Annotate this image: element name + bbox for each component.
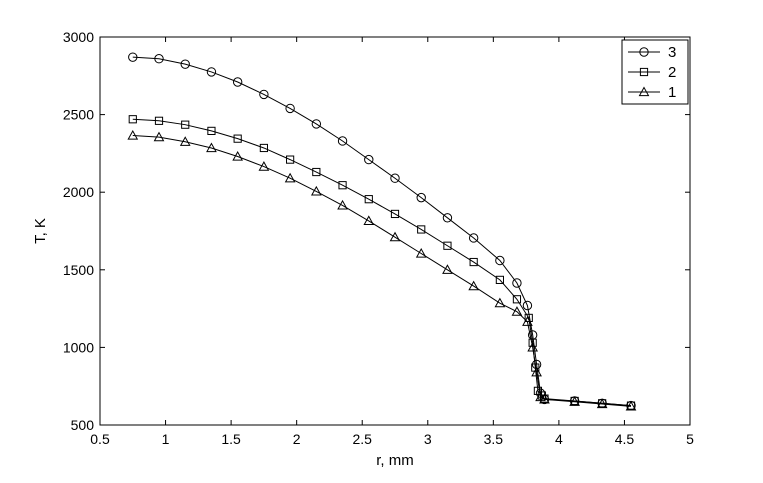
data-point-3: [206, 67, 217, 77]
plot-area: [99, 36, 691, 426]
data-point-1: [415, 247, 427, 258]
legend-entry-1: 1: [628, 84, 676, 101]
data-point-3: [259, 89, 269, 100]
series-layer: [127, 52, 637, 411]
data-point-3: [311, 119, 322, 129]
series-1: [127, 130, 637, 411]
data-point-1: [442, 264, 453, 274]
data-point-1: [625, 400, 637, 411]
x-tick-label: 2: [293, 431, 301, 447]
x-tick-label: 2.5: [352, 431, 372, 447]
data-point-2: [512, 295, 522, 304]
data-point-2: [207, 126, 216, 135]
x-tick-label: 1.5: [221, 431, 241, 447]
data-point-2: [390, 209, 400, 219]
data-point-2: [312, 167, 321, 177]
data-point-3: [468, 233, 479, 243]
y-tick-label: 1500: [63, 262, 94, 278]
data-point-2: [181, 120, 190, 129]
data-point-2: [364, 195, 373, 204]
data-point-1: [206, 142, 217, 153]
data-point-1: [569, 396, 580, 406]
x-tick-label: 4: [555, 431, 563, 447]
data-point-1: [127, 130, 139, 140]
data-point-1: [179, 136, 191, 146]
y-tick-label: 3000: [63, 29, 94, 45]
data-point-2: [443, 241, 452, 250]
data-point-1: [535, 391, 546, 402]
data-point-3: [495, 255, 505, 266]
data-point-2: [524, 313, 533, 323]
data-point-2: [338, 181, 347, 190]
data-point-1: [596, 398, 608, 409]
x-tick-label: 3: [424, 431, 432, 447]
legend-entry-2: 2: [628, 64, 676, 81]
data-point-3: [522, 300, 533, 311]
data-point-2: [417, 225, 426, 234]
legend-marker-triangle: [638, 86, 650, 97]
data-point-1: [494, 297, 506, 308]
data-point-1: [232, 150, 244, 161]
legend-entry-3: 3: [628, 44, 676, 61]
data-point-2: [128, 115, 137, 124]
legend-marker-circle: [639, 47, 649, 57]
axes-layer: 0.5 1 1.5 2 2.5 3 3.5 4 4.5 5 500 1000 1500 2000 2500 3…: [63, 29, 694, 447]
series-line-1: [132, 135, 632, 407]
x-tick-label: 4.5: [615, 431, 635, 447]
data-point-2: [154, 116, 164, 125]
data-point-1: [531, 366, 542, 377]
data-point-1: [522, 316, 533, 326]
data-point-1: [284, 172, 296, 183]
legend: 3 2 1: [621, 39, 689, 105]
data-point-3: [128, 52, 138, 62]
data-point-3: [285, 103, 295, 114]
data-point-1: [258, 161, 270, 171]
data-point-3: [364, 154, 374, 165]
x-tick-label: 5: [686, 431, 694, 447]
y-tick-label: 1000: [63, 339, 94, 355]
data-point-2: [469, 257, 478, 267]
data-point-1: [310, 185, 322, 196]
data-point-3: [390, 173, 400, 183]
y-tick-label: 500: [71, 417, 95, 433]
data-point-3: [232, 77, 243, 87]
data-point-3: [180, 59, 190, 69]
y-tick-label: 2500: [63, 107, 94, 123]
data-point-2: [286, 155, 295, 164]
data-point-3: [512, 278, 522, 288]
legend-label: 2: [668, 64, 676, 81]
data-point-3: [337, 136, 348, 146]
legend-label: 3: [668, 44, 676, 61]
data-point-2: [259, 143, 268, 153]
data-point-2: [495, 275, 504, 284]
data-point-3: [416, 192, 426, 203]
plot-frame: [99, 36, 691, 426]
x-tick-label: 0.5: [90, 431, 110, 447]
data-point-1: [539, 393, 550, 404]
y-tick-label: 2000: [63, 184, 94, 200]
legend-label: 1: [668, 84, 676, 101]
x-axis-label: r, mm: [376, 452, 414, 469]
data-point-1: [389, 231, 401, 242]
x-tick-label: 1: [162, 431, 170, 447]
x-tick-label: 3.5: [484, 431, 504, 447]
data-point-3: [442, 213, 453, 223]
data-point-1: [153, 131, 165, 142]
data-point-1: [363, 215, 375, 226]
data-point-1: [527, 341, 539, 352]
data-point-1: [511, 306, 523, 316]
data-point-3: [154, 54, 164, 64]
y-axis-label: T, K: [32, 218, 49, 244]
data-point-2: [233, 134, 242, 143]
legend-marker-square: [639, 67, 649, 77]
data-point-1: [468, 280, 480, 291]
data-point-1: [337, 199, 348, 210]
